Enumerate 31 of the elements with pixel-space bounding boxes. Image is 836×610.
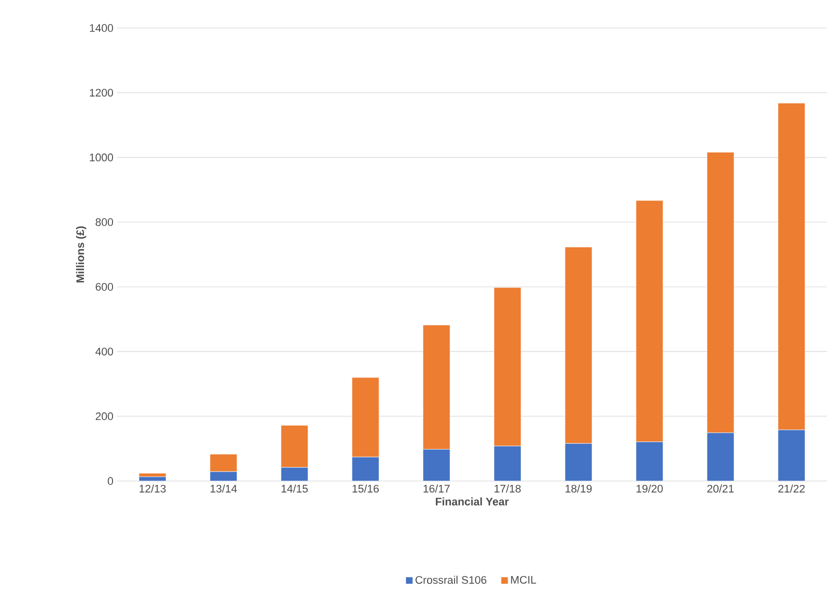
x-tick-label: 21/22 [778,484,805,493]
x-tick-label: 14/15 [282,484,308,493]
x-tick-label: 16/17 [424,484,450,493]
bar [778,430,806,481]
y-tick-label: 600 [96,282,114,291]
x-tick-label: 12/13 [140,484,166,493]
x-tick-label: 17/18 [494,484,521,493]
x-tick-label: 20/21 [707,484,734,493]
bar [564,443,592,481]
y-tick-label: 800 [96,218,114,226]
legend-label: Crossrail S106 [416,576,486,584]
y-tick-label: 1000 [90,154,114,162]
x-axis-title: Financial Year [436,497,509,506]
x-tick-label: 13/14 [210,484,237,493]
y-tick-label: 1400 [90,24,114,32]
x-tick-label: 15/16 [352,484,379,493]
bar [352,456,380,481]
y-tick-label: 0 [108,477,114,485]
y-tick-label: 400 [95,348,114,356]
legend-label: MCIL [511,576,536,584]
x-tick-label: 18/19 [566,484,592,493]
y-tick-label: 1200 [90,88,114,97]
bar [281,467,308,481]
x-tick-label: 19/20 [636,484,663,493]
bar [636,442,664,481]
y-axis-title: Millions (£) [76,226,86,282]
bar [210,454,238,472]
bar [706,432,734,481]
y-tick-label: 200 [96,412,114,420]
bar [494,446,522,481]
bar [422,449,450,481]
